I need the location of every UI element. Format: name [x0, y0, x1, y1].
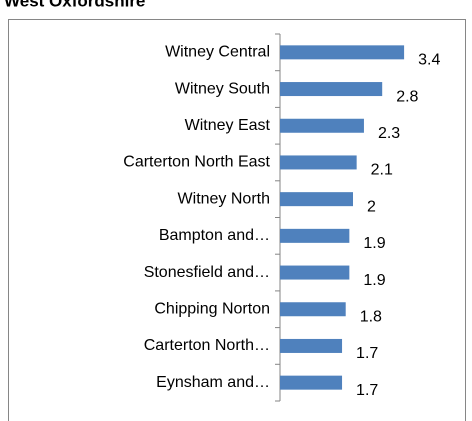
value-label: 1.9: [363, 272, 385, 289]
category-label: Witney East: [185, 117, 271, 134]
bar: [280, 228, 350, 243]
bar: [280, 82, 383, 97]
category-label: Witney North: [178, 190, 270, 207]
category-label: Stonesfield and…: [144, 264, 270, 281]
chart-frame: [8, 19, 466, 421]
bar: [280, 45, 405, 60]
value-label: 2.1: [371, 162, 393, 179]
category-label: Carterton North…: [144, 337, 270, 354]
value-label: 2.3: [378, 125, 400, 142]
bar: [280, 192, 353, 207]
value-label: 1.7: [356, 345, 378, 362]
bar: [280, 302, 346, 317]
category-label: Carterton North East: [123, 154, 270, 171]
value-label: 1.7: [356, 382, 378, 399]
value-label: 2: [367, 198, 376, 215]
chart-title: West Oxfordshire: [4, 0, 145, 10]
category-label: Bampton and…: [159, 227, 270, 244]
bar: [280, 265, 350, 280]
bar: [280, 375, 343, 390]
category-label: Witney South: [175, 80, 270, 97]
bar: [280, 338, 343, 353]
bar: [280, 155, 357, 170]
value-label: 3.4: [418, 52, 440, 69]
value-label: 1.8: [360, 308, 382, 325]
bar: [280, 118, 364, 133]
category-label: Chipping Norton: [154, 300, 270, 317]
value-label: 2.8: [396, 88, 418, 105]
category-label: Eynsham and…: [156, 374, 270, 391]
value-label: 1.9: [363, 235, 385, 252]
category-label: Witney Central: [165, 44, 270, 61]
